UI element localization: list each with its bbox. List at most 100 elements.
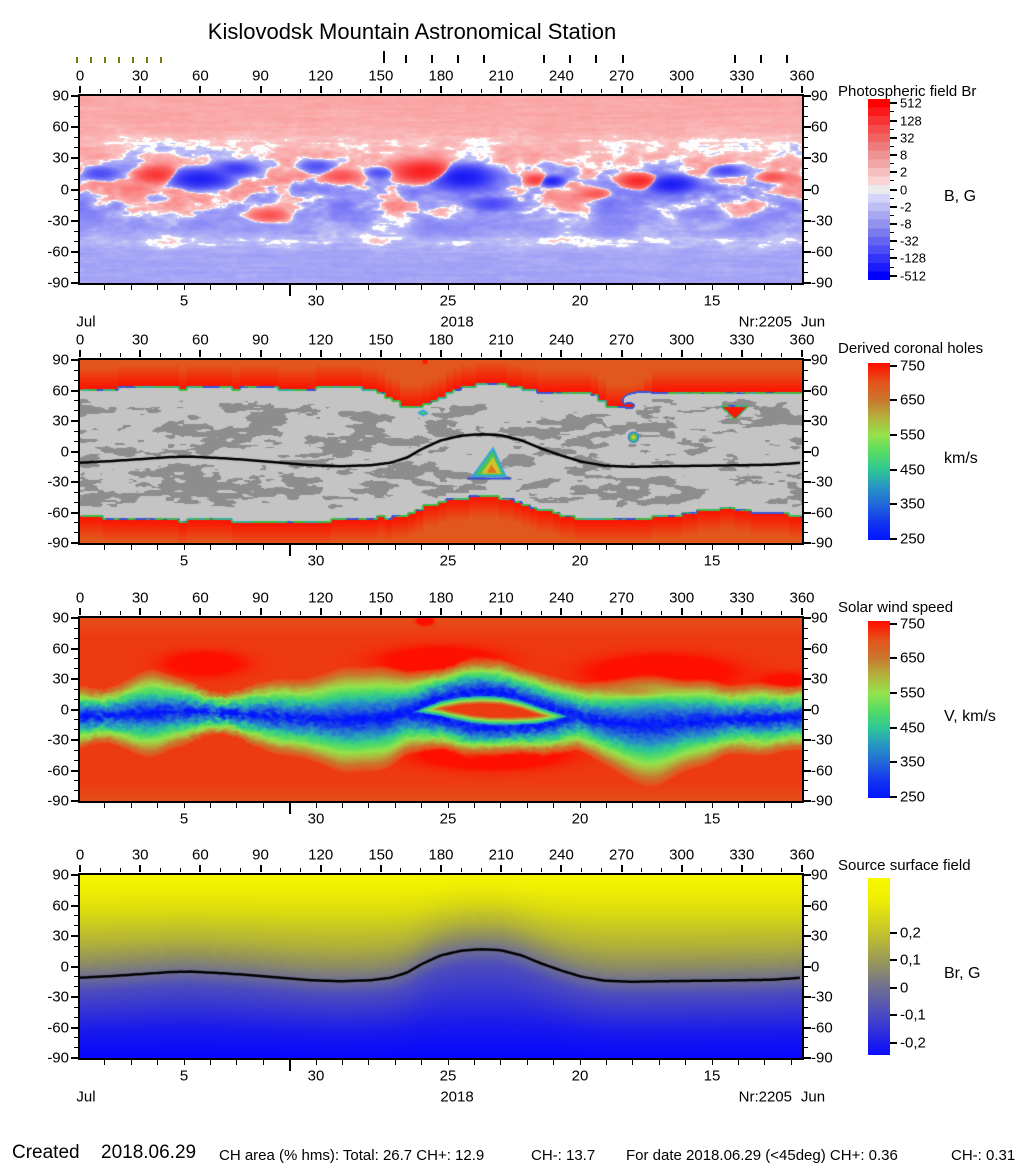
- lat-tick: [71, 617, 78, 619]
- date-tick: [579, 1060, 581, 1065]
- lon-tick-label: 360: [789, 67, 815, 85]
- date-tick-label: 5: [179, 810, 189, 828]
- colorbar: [868, 99, 890, 280]
- panel-title-wind: Solar wind speed: [838, 599, 954, 616]
- observation-tick: [733, 55, 736, 63]
- lat-tick-label: 90: [52, 609, 69, 627]
- date-tick-label: 30: [307, 292, 325, 310]
- colorbar-tick: [890, 622, 897, 625]
- lat-tick-label: 90: [811, 866, 828, 884]
- lon-tick-label: 150: [368, 67, 394, 85]
- date-tick: [526, 285, 528, 290]
- lat-tick: [71, 678, 78, 680]
- lon-tick: [520, 611, 522, 615]
- lat-tick-label: 30: [52, 927, 69, 945]
- lat-tick: [71, 219, 78, 222]
- date-tick: [447, 545, 449, 550]
- lon-tick: [400, 611, 402, 615]
- lat-tick-label: -90: [47, 534, 69, 552]
- lat-tick: [71, 542, 78, 544]
- colorbar-tick: [890, 1041, 897, 1044]
- lat-tick-label: -30: [811, 473, 833, 491]
- lon-tick: [460, 611, 462, 615]
- lat-tick: [804, 647, 811, 650]
- lat-tick: [74, 627, 78, 629]
- lat-tick-label: -90: [811, 1049, 833, 1067]
- month-label-jun: Jun: [800, 313, 826, 331]
- lat-tick-label: -60: [47, 504, 69, 521]
- lon-tick-label: 270: [608, 846, 635, 864]
- lon-tick: [340, 611, 342, 615]
- observation-tick-olive: [160, 57, 163, 63]
- lon-tick: [119, 89, 121, 93]
- lon-tick: [520, 868, 522, 872]
- lat-tick: [804, 739, 811, 741]
- lon-tick-label: 360: [789, 846, 815, 864]
- date-tick-label: 15: [703, 1067, 721, 1085]
- lat-tick: [74, 925, 78, 927]
- date-tick: [605, 803, 607, 808]
- date-tick: [632, 545, 634, 550]
- date-tick: [737, 285, 739, 290]
- date-tick-label: 25: [439, 1067, 457, 1085]
- lat-tick: [804, 678, 811, 680]
- lon-tick: [701, 89, 703, 93]
- stats-segment-area: CH area (% hms): Total: 26.7 CH+: 12.9: [219, 1147, 485, 1164]
- date-tick: [421, 285, 423, 290]
- lon-tick: [721, 89, 723, 93]
- date-tick: [236, 1060, 238, 1065]
- date-tick-label: 30: [307, 810, 325, 828]
- lat-tick: [71, 1026, 78, 1029]
- colorbar-tick: [890, 503, 897, 506]
- lon-tick-label: 0: [75, 67, 85, 85]
- lat-tick: [804, 430, 808, 432]
- lat-tick: [804, 178, 808, 180]
- lon-tick-label: 90: [252, 846, 269, 864]
- page-title: Kislovodsk Mountain Astronomical Station: [207, 19, 617, 44]
- date-tick: [553, 1060, 555, 1065]
- lat-tick: [804, 209, 808, 211]
- lat-tick: [74, 379, 78, 381]
- lon-tick-label: 30: [131, 846, 149, 864]
- lon-tick-label: 150: [368, 846, 394, 864]
- lat-tick: [74, 945, 78, 947]
- lat-tick: [74, 491, 78, 493]
- lat-tick-label: 60: [811, 640, 828, 657]
- lon-tick: [319, 865, 322, 872]
- colorbar-tick: [890, 1014, 897, 1017]
- lon-tick: [420, 89, 422, 93]
- lon-tick: [239, 611, 241, 615]
- lat-tick: [71, 250, 78, 253]
- lat-tick: [74, 430, 78, 432]
- solar-wind-speed-map: [80, 618, 802, 801]
- lat-tick: [804, 708, 811, 711]
- lon-tick-label: 180: [428, 67, 454, 85]
- lat-tick-label: 30: [811, 149, 828, 167]
- colorbar-tick: [890, 726, 897, 729]
- lat-tick: [804, 874, 811, 876]
- lat-tick: [74, 471, 78, 473]
- lon-tick-label: 300: [669, 589, 695, 607]
- lon-tick-label: 60: [191, 331, 209, 349]
- lat-tick: [804, 769, 811, 772]
- lat-tick: [71, 874, 78, 876]
- lon-tick: [721, 611, 723, 615]
- date-tick-label: 25: [439, 552, 457, 570]
- lon-tick-label: 330: [729, 67, 755, 85]
- lon-tick: [440, 350, 442, 357]
- lat-tick: [71, 157, 78, 160]
- date-tick: [368, 545, 370, 550]
- lat-tick: [804, 420, 811, 422]
- lon-tick: [280, 89, 282, 93]
- lat-tick: [74, 729, 78, 731]
- date-tick: [500, 803, 502, 808]
- date-tick: [790, 285, 792, 290]
- lat-tick: [74, 532, 78, 534]
- lat-tick: [71, 282, 78, 284]
- lon-tick: [520, 89, 522, 93]
- colorbar-tick-label: 350: [900, 753, 926, 771]
- date-tick: [421, 545, 423, 550]
- date-tick-label: 5: [179, 1067, 189, 1085]
- colorbar-tick: [890, 102, 897, 105]
- lat-tick: [74, 976, 78, 978]
